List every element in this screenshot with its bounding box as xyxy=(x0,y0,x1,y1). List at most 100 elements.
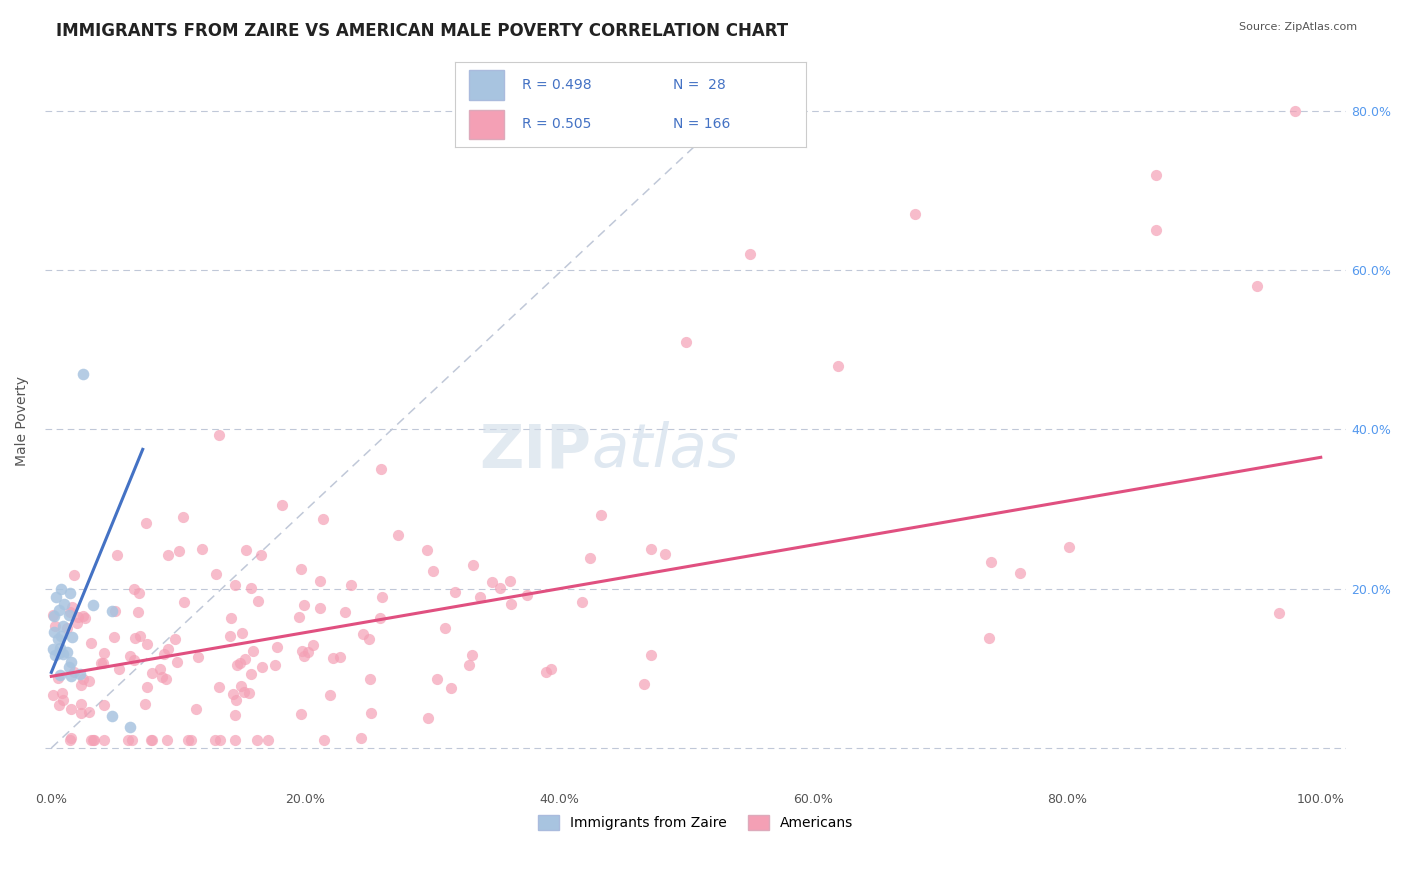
Point xyxy=(93,733,115,747)
Point xyxy=(1144,168,1167,182)
Point xyxy=(77,674,100,689)
Point xyxy=(271,499,294,513)
Point xyxy=(48,698,70,712)
Point xyxy=(516,588,538,602)
Point xyxy=(124,631,146,645)
Point xyxy=(426,673,449,687)
Point xyxy=(59,731,82,745)
Point xyxy=(67,610,90,624)
Point xyxy=(75,611,97,625)
Point xyxy=(352,626,374,640)
Point xyxy=(44,625,66,640)
Point xyxy=(239,667,262,681)
Point xyxy=(312,733,335,747)
Point xyxy=(579,551,602,566)
Point xyxy=(501,597,523,611)
Point xyxy=(360,706,382,720)
Point xyxy=(540,661,562,675)
Point xyxy=(738,247,761,261)
Point xyxy=(184,702,207,716)
Point xyxy=(468,590,491,604)
Point xyxy=(127,605,149,619)
Point xyxy=(58,607,80,622)
Point xyxy=(1008,566,1031,580)
Point xyxy=(1268,606,1291,620)
Point xyxy=(387,528,409,542)
Point xyxy=(41,642,63,657)
Point xyxy=(48,603,70,617)
Point xyxy=(340,578,363,592)
Point xyxy=(93,647,115,661)
Point xyxy=(290,706,312,721)
Point xyxy=(66,615,89,630)
Point xyxy=(224,578,246,592)
Point xyxy=(153,647,176,661)
Point xyxy=(444,584,467,599)
Point xyxy=(135,516,157,530)
Point xyxy=(69,697,91,711)
Point xyxy=(59,656,82,670)
Point xyxy=(80,733,103,747)
Point xyxy=(246,594,269,608)
Text: Source: ZipAtlas.com: Source: ZipAtlas.com xyxy=(1239,22,1357,32)
Point xyxy=(129,629,152,643)
Point xyxy=(633,677,655,691)
Point xyxy=(59,605,82,619)
Point xyxy=(72,672,94,686)
Point xyxy=(264,657,287,672)
Point xyxy=(60,669,83,683)
Point xyxy=(235,652,257,666)
Y-axis label: Male Poverty: Male Poverty xyxy=(15,376,30,467)
Point xyxy=(128,586,150,600)
Point xyxy=(104,604,127,618)
Point xyxy=(322,651,344,665)
Point xyxy=(141,733,163,747)
Point xyxy=(903,207,925,221)
Point xyxy=(69,666,91,681)
Legend: Immigrants from Zaire, Americans: Immigrants from Zaire, Americans xyxy=(533,810,859,836)
Point xyxy=(122,653,145,667)
Point xyxy=(675,334,697,349)
Point xyxy=(51,629,73,643)
Point xyxy=(48,646,70,660)
Point xyxy=(1144,223,1167,237)
Point xyxy=(246,733,269,747)
Point xyxy=(371,590,394,604)
Point xyxy=(60,630,83,644)
Point xyxy=(56,621,79,635)
Point xyxy=(422,564,444,578)
Point xyxy=(155,673,177,687)
Point xyxy=(121,733,143,747)
Point xyxy=(172,510,194,524)
Point xyxy=(93,698,115,713)
Point xyxy=(60,600,83,615)
Point xyxy=(654,547,676,561)
Point xyxy=(156,548,179,562)
Point xyxy=(118,719,141,733)
Point xyxy=(51,582,73,596)
Point xyxy=(370,462,392,476)
Text: IMMIGRANTS FROM ZAIRE VS AMERICAN MALE POVERTY CORRELATION CHART: IMMIGRANTS FROM ZAIRE VS AMERICAN MALE P… xyxy=(56,22,789,40)
Point xyxy=(224,708,246,723)
Point xyxy=(82,598,104,612)
Point xyxy=(141,733,163,747)
Point xyxy=(100,604,122,618)
Point xyxy=(225,692,247,706)
Point xyxy=(44,648,66,662)
Point xyxy=(357,632,380,646)
Point xyxy=(108,661,131,675)
Point xyxy=(309,601,332,615)
Point xyxy=(329,650,352,665)
Point xyxy=(136,637,159,651)
Point xyxy=(350,731,373,746)
Point xyxy=(231,679,253,693)
Point xyxy=(240,582,263,596)
Point xyxy=(238,685,260,699)
Point xyxy=(90,656,112,670)
Point xyxy=(297,645,319,659)
Point xyxy=(266,640,288,654)
Point xyxy=(70,678,93,692)
Point xyxy=(224,733,246,747)
Point xyxy=(221,687,243,701)
Point xyxy=(208,680,231,694)
